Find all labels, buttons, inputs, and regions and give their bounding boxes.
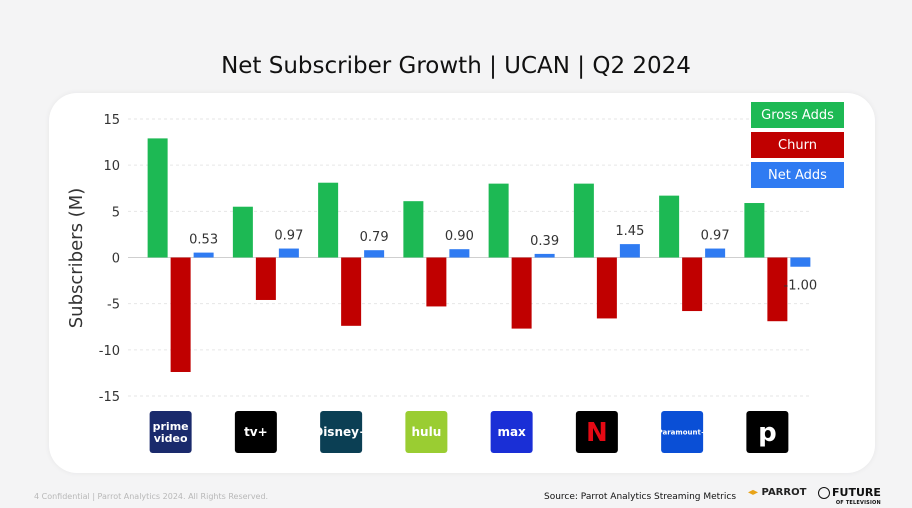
bar-churn — [596, 257, 617, 319]
parrot-logo-text: PARROT — [761, 487, 807, 498]
hulu-logo-text: hulu — [412, 425, 442, 439]
bar-churn — [341, 257, 362, 326]
bar-net-adds — [619, 244, 640, 258]
net-adds-data-label: 0.97 — [701, 229, 730, 244]
future-of-television-logo: FUTURE OF TELEVISION — [818, 487, 881, 508]
bar-net-adds — [790, 257, 811, 267]
prime-video-logo-text: video — [154, 432, 188, 445]
y-tick-label: 0 — [112, 252, 120, 267]
bar-gross-adds — [744, 203, 765, 258]
net-adds-data-label: 0.97 — [274, 229, 303, 244]
bar-churn — [767, 257, 788, 322]
y-tick-label: 5 — [112, 205, 120, 220]
bar-gross-adds — [659, 195, 680, 258]
net-adds-data-label: 0.90 — [445, 229, 474, 244]
play-circle-icon — [818, 487, 830, 499]
y-tick-label: 15 — [103, 113, 120, 128]
bar-net-adds — [193, 252, 214, 258]
fot-logo-text: FUTURE — [832, 486, 881, 499]
parrot-analytics-logo: ◂▸ PARROT — [748, 487, 806, 498]
bar-net-adds — [449, 249, 470, 258]
netflix-logo — [575, 411, 618, 453]
legend-net-adds-label: Net Adds — [768, 167, 827, 183]
apple-tv-logo — [234, 411, 277, 453]
netflix-logo-text: N — [586, 418, 608, 448]
bar-net-adds — [705, 248, 726, 258]
bar-churn — [255, 257, 276, 300]
page-title: Net Subscriber Growth | UCAN | Q2 2024 — [221, 53, 691, 79]
bar-net-adds — [364, 250, 385, 258]
y-tick-label: -10 — [99, 344, 120, 359]
bar-gross-adds — [488, 183, 509, 258]
confidential-note: 4 Confidential | Parrot Analytics 2024. … — [34, 492, 269, 501]
hulu-logo — [405, 411, 448, 453]
max-logo-text: max — [497, 425, 526, 439]
y-tick-label: -5 — [107, 298, 120, 313]
disney-plus-logo-text: Disney+ — [313, 425, 369, 439]
bar-gross-adds — [403, 201, 424, 258]
net-adds-data-label: -1.00 — [784, 279, 818, 294]
bar-net-adds — [534, 253, 555, 258]
prime-video-logo — [149, 411, 192, 453]
bar-net-adds — [278, 248, 299, 258]
bar-gross-adds — [573, 183, 594, 258]
legend-gross-adds-label: Gross Adds — [761, 107, 834, 123]
peacock-logo-text: p — [758, 418, 777, 448]
bar-churn — [511, 257, 532, 329]
bar-churn — [682, 257, 703, 312]
paramount-plus-logo-text: Paramount+ — [658, 428, 707, 436]
net-adds-data-label: 0.39 — [530, 234, 559, 249]
bar-churn — [426, 257, 447, 307]
net-adds-data-label: 0.79 — [360, 230, 389, 245]
bar-gross-adds — [318, 182, 339, 258]
parrot-mark-icon: ◂▸ — [748, 487, 759, 498]
source-note: Source: Parrot Analytics Streaming Metri… — [544, 492, 737, 502]
fot-logo-sub: OF TELEVISION — [835, 500, 881, 506]
apple-tv-logo-text: tv+ — [244, 425, 268, 439]
max-logo — [490, 411, 533, 453]
y-axis-label: Subscribers (M) — [66, 188, 87, 329]
net-adds-data-label: 0.53 — [189, 233, 218, 248]
bar-churn — [170, 257, 191, 372]
legend-gross-adds: Gross Adds — [751, 102, 844, 128]
net-adds-data-label: 1.45 — [615, 224, 644, 239]
y-tick-label: 10 — [103, 159, 120, 174]
bar-gross-adds — [147, 138, 168, 258]
y-tick-label: -15 — [99, 390, 120, 405]
peacock-logo — [746, 411, 789, 453]
bar-gross-adds — [232, 206, 253, 258]
paramount-plus-logo — [661, 411, 704, 453]
legend-net-adds: Net Adds — [751, 162, 844, 188]
disney-plus-logo — [320, 411, 363, 453]
legend-churn: Churn — [751, 132, 844, 158]
legend-churn-label: Churn — [778, 137, 817, 153]
prime-video-logo-text: prime — [153, 420, 189, 433]
